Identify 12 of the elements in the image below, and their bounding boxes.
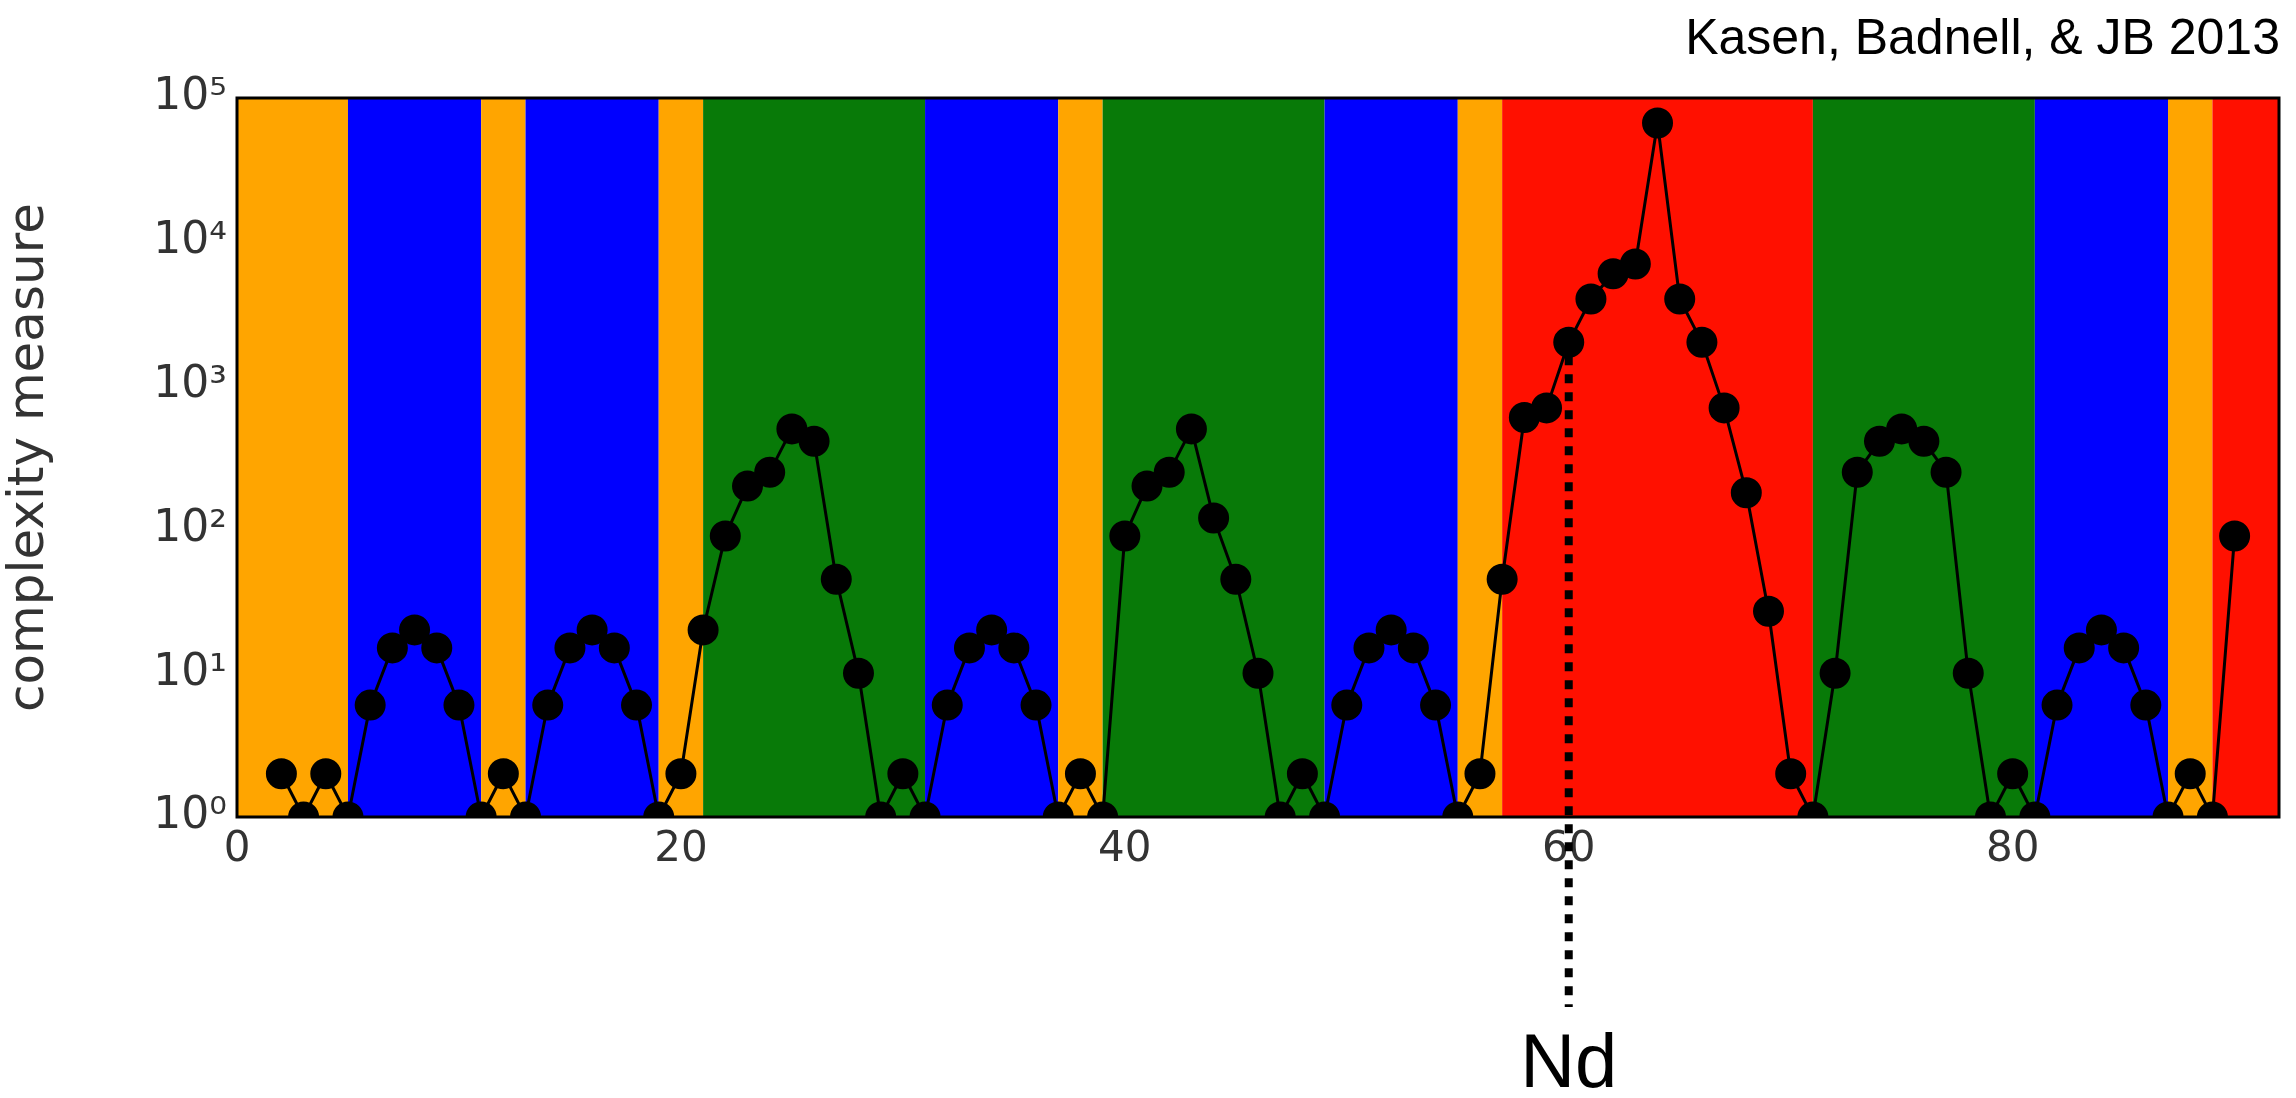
y-axis-title: complexity measure [0, 203, 55, 712]
x-tick-label: 20 [654, 822, 708, 872]
text: Kasen, Badnell, & JB 2013 [1685, 8, 2280, 66]
x-tick-label: 80 [1985, 822, 2040, 872]
y-tick-label: 10¹ [153, 643, 227, 695]
x-tick-label: 60 [1542, 822, 1596, 872]
y-tick-label: 10² [153, 499, 227, 551]
x-tick-label: 40 [1098, 822, 1152, 872]
y-tick-label: 10³ [153, 356, 227, 408]
ref-line-label: Nd [1520, 1018, 1618, 1098]
y-tick-label: 10⁴ [153, 212, 227, 264]
y-tick-label: 10⁵ [153, 68, 227, 120]
